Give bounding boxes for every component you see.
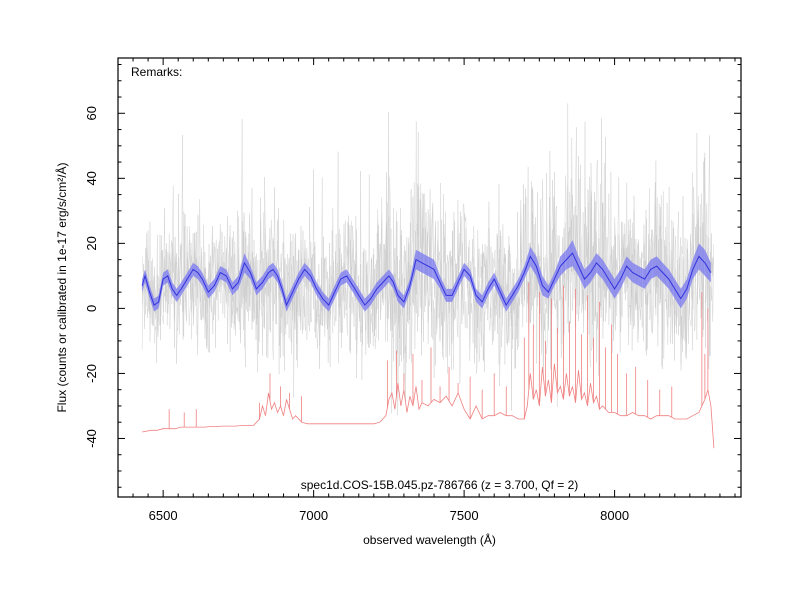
y-tick-label: 20: [84, 236, 99, 250]
x-axis-title: observed wavelength (Å): [363, 532, 496, 547]
smoothed-error-band: [142, 240, 711, 312]
x-tick-label: 6500: [149, 508, 178, 523]
y-tick-labels: -40 -20 0 20 40 60: [84, 106, 99, 448]
smoothed-band-layer: [142, 240, 711, 312]
y-axis-title: Flux (counts or calibrated in 1e-17 erg/…: [54, 162, 69, 412]
y-tick-label: -20: [84, 364, 99, 383]
y-tick-label: 40: [84, 171, 99, 185]
y-tick-label: 0: [84, 305, 99, 312]
plot-frame: [117, 57, 742, 498]
axis-ticks: [118, 58, 741, 497]
sky-model-layer: [142, 282, 715, 449]
spectrum-caption: spec1d.COS-15B.045.pz-786766 (z = 3.700,…: [301, 478, 579, 492]
smoothed-line-layer: [141, 252, 712, 307]
remarks-annotation: Remarks:: [131, 65, 182, 79]
x-tick-label: 8000: [600, 508, 629, 523]
y-tick-label: 60: [84, 106, 99, 120]
x-tick-label: 7000: [299, 508, 328, 523]
x-tick-labels: 6500 7000 7500 8000: [149, 508, 629, 523]
y-tick-label: -40: [84, 429, 99, 448]
x-tick-label: 7500: [450, 508, 479, 523]
smoothed-spectrum-line: [141, 252, 712, 307]
sky-model-line: [142, 363, 715, 449]
